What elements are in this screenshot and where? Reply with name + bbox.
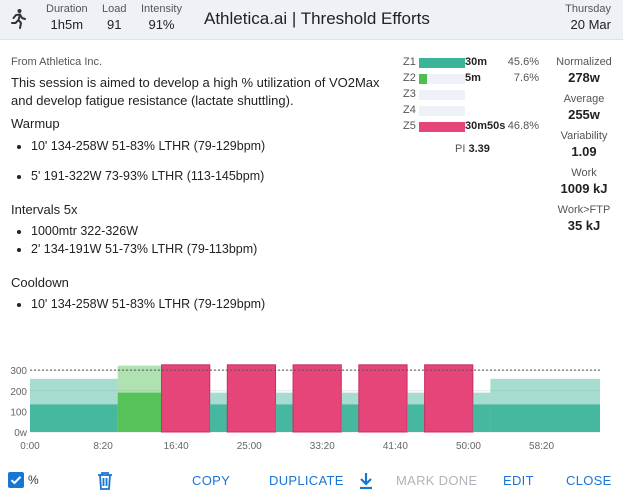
zone-bar-z1 <box>419 58 465 68</box>
x-tick-label: 50:00 <box>456 441 481 452</box>
cooldown-title: Cooldown <box>11 275 69 290</box>
range-bar-low <box>275 404 294 432</box>
y-tick-label: 100 <box>10 407 27 418</box>
y-tick-label: 200 <box>10 387 27 398</box>
x-tick-label: 41:40 <box>383 441 408 452</box>
x-tick-label: 58:20 <box>529 441 554 452</box>
zone-bar-z2 <box>419 74 427 84</box>
download-icon[interactable] <box>357 471 375 491</box>
stat-normalized: Normalized 278w <box>556 56 612 85</box>
list-item: 10' 134-258W 51-83% LTHR (79-129bpm) <box>31 295 391 313</box>
interval-bar <box>226 364 277 433</box>
x-tick-label: 8:20 <box>93 441 113 452</box>
intervals-list: 1000mtr 322-326W 2' 134-191W 51-73% LTHR… <box>31 222 391 258</box>
list-item: 2' 134-191W 51-73% LTHR (79-113bpm) <box>31 240 391 258</box>
mark-done-button[interactable]: MARK DONE <box>396 473 478 488</box>
power-stats: Normalized 278w Average 255w Variability 1.… <box>548 56 620 241</box>
stat-variability: Variability 1.09 <box>560 130 608 159</box>
check-icon <box>10 476 22 485</box>
percent-label: % <box>28 473 39 487</box>
zone-row-z4: Z4 <box>403 104 543 118</box>
percent-checkbox[interactable] <box>8 472 24 488</box>
range-bar-low <box>209 404 228 432</box>
workout-date: Thursday 20 Mar <box>565 3 611 32</box>
range-bar-low <box>407 404 425 432</box>
range-bar-low <box>30 404 118 432</box>
y-tick-label: 300 <box>10 366 27 377</box>
y-tick-label: 0w <box>14 428 28 439</box>
range-bar-low <box>490 404 600 432</box>
stat-work: Work 1009 kJ <box>560 167 608 196</box>
x-tick-label: 25:00 <box>237 441 262 452</box>
x-tick-label: 0:00 <box>20 441 40 452</box>
zone-row-z3: Z3 <box>403 88 543 102</box>
pi-value: PI 3.39 <box>455 143 490 155</box>
warmup-title: Warmup <box>11 116 60 131</box>
interval-bar <box>292 364 342 433</box>
intervals-title: Intervals 5x <box>11 202 78 217</box>
duration-value: 1h5m <box>50 17 84 32</box>
close-button[interactable]: CLOSE <box>566 473 612 488</box>
list-item: 10' 134-258W 51-83% LTHR (79-129bpm) <box>31 137 391 155</box>
range-bar-low <box>472 404 491 432</box>
workout-description: From Athletica Inc. This session is aime… <box>11 56 391 313</box>
edit-button[interactable]: EDIT <box>503 473 534 488</box>
zone-row-z2: Z2 5m 7.6% <box>403 72 539 84</box>
load-value: 91 <box>107 17 122 32</box>
warmup-list: 10' 134-258W 51-83% LTHR (79-129bpm) 5' … <box>31 137 391 185</box>
interval-bar <box>358 364 408 433</box>
intensity-value: 91% <box>148 17 175 32</box>
intensity-stat: Intensity 91% <box>141 3 182 32</box>
zone-row-z5: Z5 30m50s 46.8% <box>403 120 539 132</box>
stat-average: Average 255w <box>563 93 605 122</box>
duration-stat: Duration 1h5m <box>46 3 88 32</box>
x-tick-label: 16:40 <box>164 441 189 452</box>
list-item: 5' 191-322W 73-93% LTHR (113-145bpm) <box>31 167 391 185</box>
copy-button[interactable]: COPY <box>192 473 231 488</box>
workout-summary: This session is aimed to develop a high … <box>11 75 380 108</box>
header-bar: Duration 1h5m Load 91 Intensity 91% Athl… <box>0 0 623 40</box>
range-bar-low <box>341 404 359 432</box>
x-tick-label: 33:20 <box>310 441 335 452</box>
stat-work-ftp: Work>FTP 35 kJ <box>557 204 611 233</box>
interval-bar <box>424 364 474 433</box>
list-item: 1000mtr 322-326W <box>31 222 391 240</box>
runner-icon <box>11 9 26 29</box>
duplicate-button[interactable]: DUPLICATE <box>269 473 344 488</box>
zone-row-z1: Z1 30m 45.6% <box>403 56 539 68</box>
cooldown-list: 10' 134-258W 51-83% LTHR (79-129bpm) <box>31 295 391 313</box>
range-bar-low <box>117 392 162 432</box>
trash-icon[interactable] <box>96 471 114 491</box>
source-label: From Athletica Inc. <box>11 56 103 68</box>
load-stat: Load 91 <box>102 3 127 32</box>
workout-power-chart: 0w 100 200 300 0:00 8:20 16:40 25:00 33:20 41:40 5… <box>10 364 600 452</box>
page-title: Athletica.ai | Threshold Efforts <box>204 9 430 28</box>
zone-bar-z5 <box>419 122 465 132</box>
action-bar: % COPY DUPLICATE MARK DONE EDIT CLOSE <box>0 466 623 496</box>
interval-bar <box>161 364 211 433</box>
